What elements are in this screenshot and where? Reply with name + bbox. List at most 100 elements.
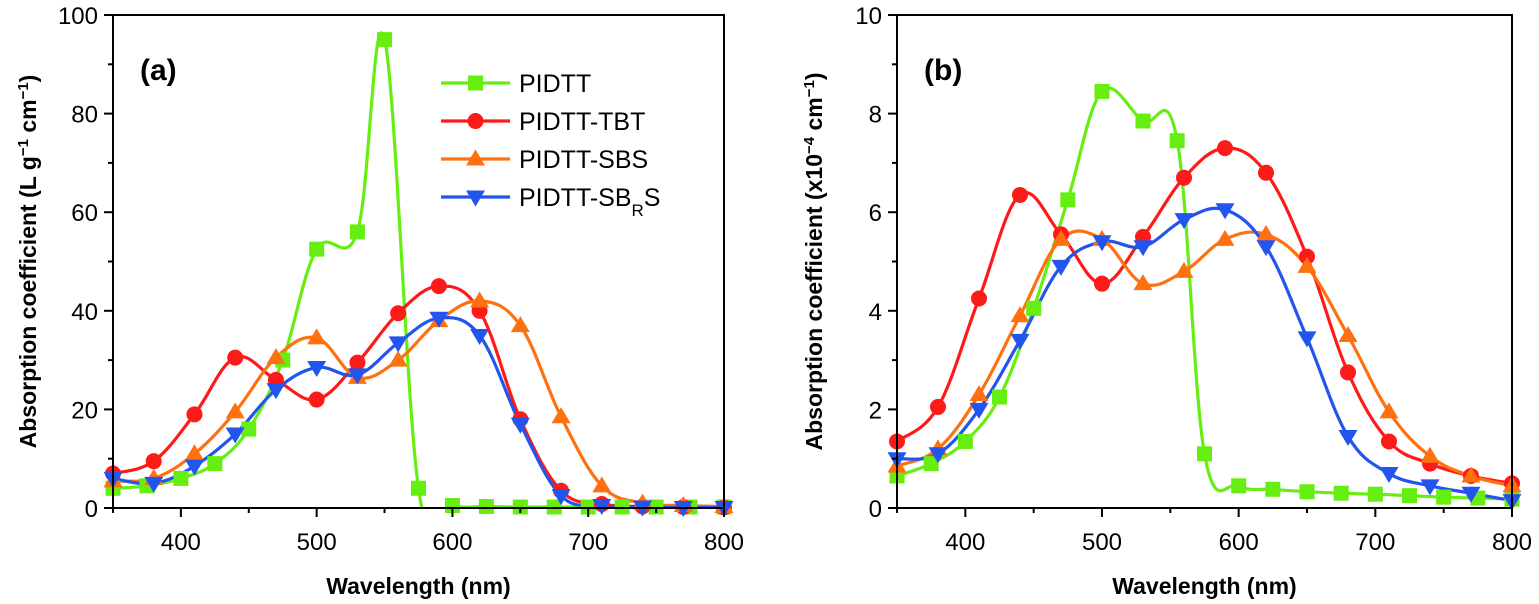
data-point-triangle-up bbox=[969, 385, 989, 402]
y-tick-label: 2 bbox=[869, 397, 882, 424]
plot-frame bbox=[896, 14, 1513, 509]
data-point-square bbox=[173, 470, 189, 486]
data-point-triangle-down bbox=[144, 476, 164, 493]
data-point-triangle-down bbox=[1379, 466, 1399, 483]
data-point-triangle-down bbox=[1092, 235, 1112, 252]
x-tick-label: 600 bbox=[432, 529, 472, 556]
legend-label: PIDTT-TBT bbox=[519, 108, 645, 136]
data-point-triangle-down bbox=[1010, 333, 1030, 350]
x-tick-label: 700 bbox=[1355, 529, 1395, 556]
data-point-triangle-down bbox=[388, 336, 408, 353]
data-point-triangle-up bbox=[266, 348, 286, 365]
legend-marker bbox=[467, 113, 484, 129]
data-point-square bbox=[309, 241, 325, 257]
chart-panel-b: 400 500 600 700 800 0 2 4 6 8 10 Wavelength (nm) Abs… bbox=[801, 3, 1533, 599]
x-tick-label: 700 bbox=[568, 529, 608, 556]
data-point-triangle-down bbox=[928, 447, 948, 464]
y-tick-label: 8 bbox=[869, 102, 882, 129]
data-point-triangle-down bbox=[1051, 259, 1071, 276]
x-axis-title: Wavelength (nm) bbox=[1112, 573, 1296, 599]
series-line-triangle-up bbox=[113, 299, 724, 508]
data-point-circle bbox=[1258, 164, 1274, 181]
legend-marker bbox=[466, 149, 485, 166]
data-point-triangle-up bbox=[1010, 306, 1030, 323]
data-point-triangle-up bbox=[1133, 274, 1153, 291]
legend-item: PIDTT-SBS bbox=[441, 146, 648, 174]
data-point-triangle-down bbox=[470, 328, 490, 345]
data-point-triangle-up bbox=[225, 402, 245, 419]
y-tick-label: 20 bbox=[71, 397, 98, 424]
legend-label: PIDTT-SBRS bbox=[519, 184, 660, 220]
data-point-triangle-down bbox=[1420, 479, 1440, 496]
data-point-triangle-up bbox=[1297, 256, 1317, 273]
data-point-square bbox=[1299, 484, 1315, 500]
data-point-square bbox=[444, 498, 460, 514]
data-point-square bbox=[1436, 489, 1452, 505]
data-point-triangle-up bbox=[307, 328, 327, 345]
data-point-triangle-up bbox=[184, 444, 204, 461]
data-point-triangle-up bbox=[1256, 224, 1276, 241]
data-point-circle bbox=[145, 453, 162, 470]
y-axis-title: Absorption coefficient (x10−4 cm−1) bbox=[801, 72, 828, 450]
data-point-square bbox=[1094, 83, 1110, 99]
y-tick-label: 40 bbox=[71, 299, 98, 326]
legend: PIDTT PIDTT-TBT PIDTT-SBS PIDTT-SBRS bbox=[441, 70, 660, 220]
data-point-triangle-down bbox=[510, 417, 530, 434]
panel-label: (a) bbox=[140, 54, 177, 87]
data-point-square bbox=[349, 224, 365, 240]
legend-marker bbox=[466, 190, 485, 207]
data-point-triangle-up bbox=[1379, 402, 1399, 419]
series-line-square bbox=[897, 86, 1512, 501]
data-point-square bbox=[1026, 300, 1042, 316]
data-point-triangle-down bbox=[1215, 203, 1235, 220]
x-tick-label: 400 bbox=[161, 529, 201, 556]
data-point-circle bbox=[1217, 140, 1233, 157]
data-point-triangle-down bbox=[307, 360, 327, 377]
y-tick-label: 80 bbox=[71, 102, 98, 129]
data-point-square bbox=[1333, 485, 1349, 501]
y-tick-label: 0 bbox=[869, 496, 882, 523]
data-point-triangle-down bbox=[969, 402, 989, 419]
x-tick-label: 800 bbox=[1492, 529, 1532, 556]
data-point-circle bbox=[1176, 169, 1192, 186]
legend-label: PIDTT bbox=[519, 70, 591, 98]
data-point-triangle-down bbox=[1174, 213, 1194, 230]
y-tick-label: 6 bbox=[869, 200, 882, 227]
y-tick-label: 60 bbox=[71, 200, 98, 227]
data-point-triangle-down bbox=[1256, 240, 1276, 257]
y-tick-label: 10 bbox=[855, 3, 882, 30]
data-point-triangle-up bbox=[1051, 229, 1071, 246]
data-point-circle bbox=[186, 406, 203, 423]
data-point-square bbox=[1135, 113, 1151, 129]
legend-item: PIDTT-TBT bbox=[441, 108, 645, 136]
data-point-square bbox=[992, 389, 1007, 405]
data-point-triangle-down bbox=[673, 501, 693, 518]
data-point-square bbox=[1265, 481, 1281, 497]
data-point-triangle-up bbox=[551, 407, 571, 424]
legend-label: PIDTT-SBS bbox=[519, 146, 648, 174]
data-point-circle bbox=[1012, 186, 1028, 203]
data-point-circle bbox=[1381, 433, 1397, 450]
data-point-triangle-down bbox=[347, 368, 367, 385]
x-tick-label: 600 bbox=[1219, 529, 1259, 556]
series-group bbox=[897, 86, 1512, 503]
data-point-square bbox=[478, 499, 494, 515]
data-point-square bbox=[1367, 486, 1383, 502]
data-point-triangle-up bbox=[510, 316, 530, 333]
data-point-square bbox=[923, 456, 939, 472]
data-point-circle bbox=[308, 391, 325, 408]
data-point-triangle-down bbox=[429, 311, 449, 328]
data-point-triangle-up bbox=[1174, 261, 1194, 278]
y-tick-label: 100 bbox=[58, 3, 98, 30]
y-tick-label: 0 bbox=[85, 496, 98, 523]
data-point-square bbox=[207, 456, 223, 472]
data-point-square bbox=[957, 433, 973, 449]
data-point-square bbox=[1231, 478, 1247, 494]
data-point-triangle-down bbox=[1338, 430, 1358, 447]
legend-marker bbox=[468, 75, 483, 91]
data-point-triangle-up bbox=[470, 291, 490, 308]
x-tick-label: 800 bbox=[704, 529, 744, 556]
data-point-triangle-up bbox=[1338, 325, 1358, 342]
series-line-triangle-up bbox=[897, 229, 1512, 488]
